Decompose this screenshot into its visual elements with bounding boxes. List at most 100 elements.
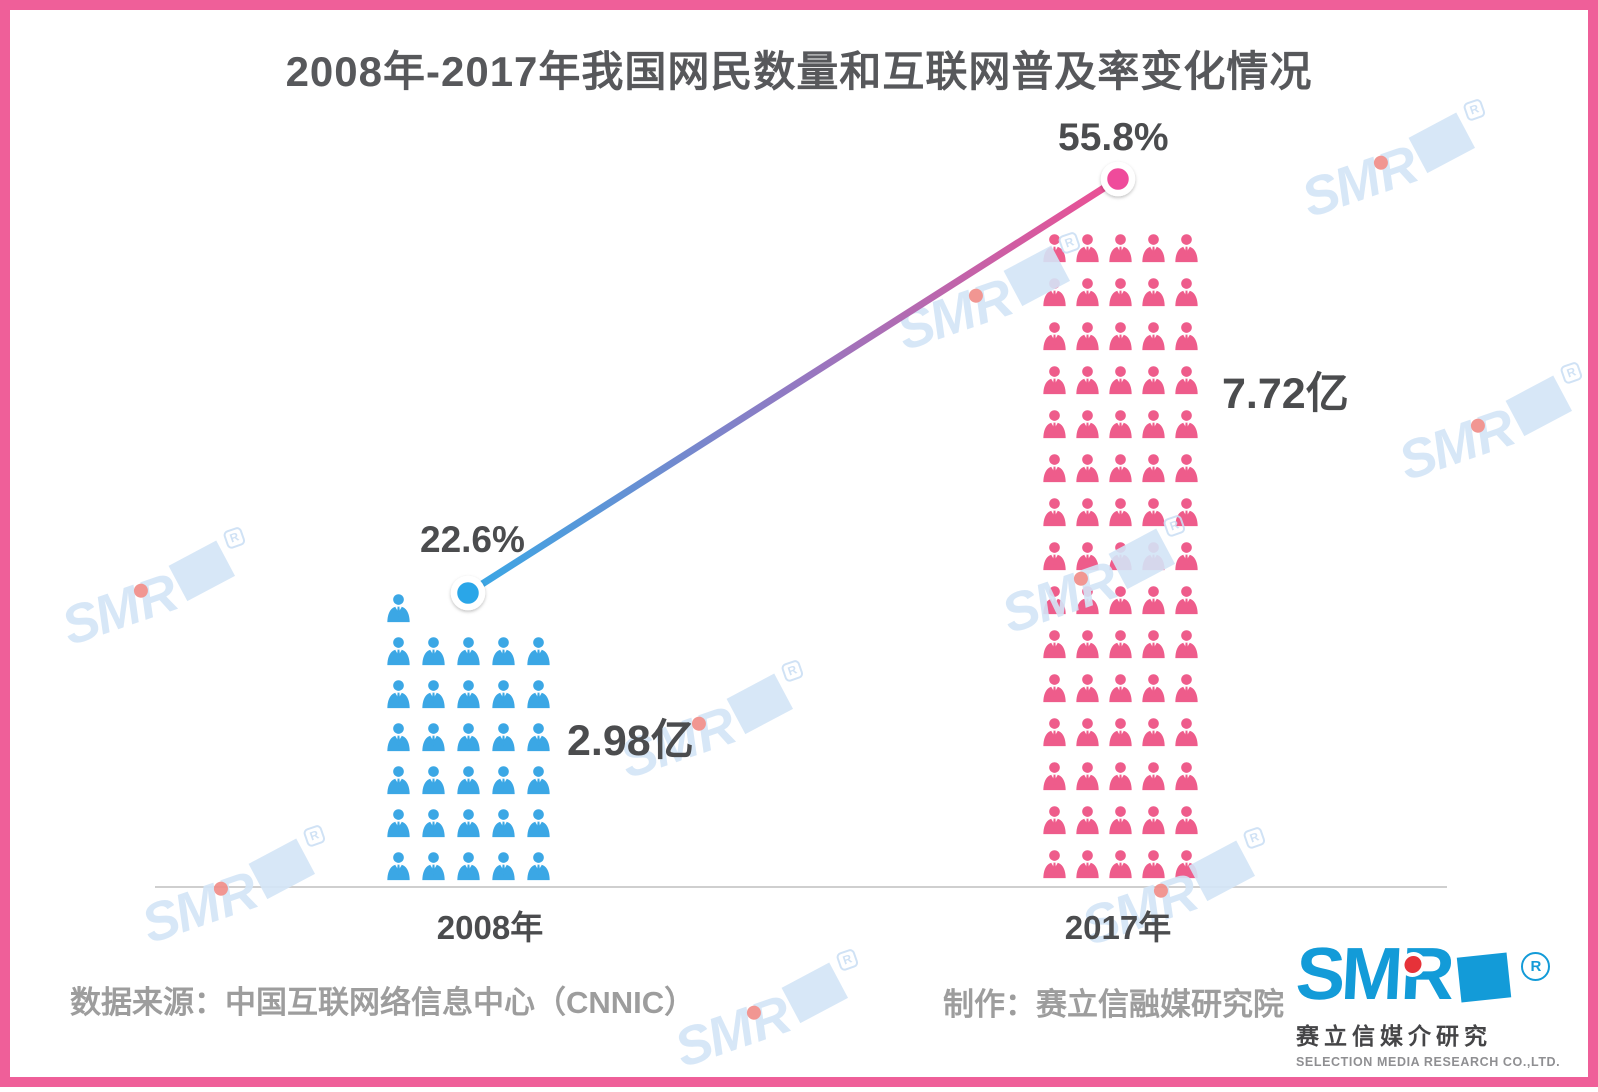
watermark-rectangle <box>1408 112 1476 174</box>
watermark-r-letter: R <box>742 984 797 1054</box>
person-icon <box>1138 584 1169 617</box>
person-icon <box>523 764 554 797</box>
person-icon <box>1105 848 1136 881</box>
person-icon <box>418 764 449 797</box>
person-icon <box>1138 848 1169 881</box>
person-icon <box>1072 320 1103 353</box>
smr-watermark: SM R R <box>132 823 347 969</box>
person-icon <box>383 678 414 711</box>
person-icon <box>453 807 484 840</box>
person-icon <box>1171 408 1202 441</box>
person-icon <box>1039 408 1070 441</box>
person-icon <box>1072 848 1103 881</box>
x-axis-line <box>155 886 1447 888</box>
person-icon <box>1171 760 1202 793</box>
smr-watermark: SM R R <box>887 230 1102 376</box>
watermark-red-dot-icon <box>132 581 150 600</box>
person-icon <box>418 721 449 754</box>
person-icon <box>1171 364 1202 397</box>
smr-logo: SM R R 赛立信媒介研究 SELECTION MEDIA RESEARCH … <box>1294 932 1560 1069</box>
person-icon <box>1138 232 1169 265</box>
watermark-red-dot-icon <box>1372 153 1390 172</box>
watermark-r-letter: R <box>964 267 1019 337</box>
person-icon <box>453 850 484 883</box>
chart-title: 2008年-2017年我国网民数量和互联网普及率变化情况 <box>285 48 1313 95</box>
smr-watermark: SM R R <box>1389 360 1598 506</box>
person-icon <box>418 850 449 883</box>
person-icon <box>1105 540 1136 573</box>
person-icon <box>1171 672 1202 705</box>
person-icon <box>523 635 554 668</box>
watermark-registered-mark-icon: R <box>302 823 327 848</box>
person-icon <box>383 592 414 625</box>
watermark-registered-mark-icon: R <box>835 947 860 972</box>
penetration-rate-2017-label: 55.8% <box>1058 116 1169 159</box>
data-point-2017 <box>1100 161 1136 197</box>
person-icon <box>1039 848 1070 881</box>
watermark-r-letter: R <box>129 562 184 632</box>
watermark-sm-letters: SM <box>54 575 147 658</box>
person-icon <box>488 721 519 754</box>
person-icon <box>1105 672 1136 705</box>
person-icon <box>1171 540 1202 573</box>
person-icon <box>1072 496 1103 529</box>
watermark-sm-letters: SM <box>1294 147 1387 230</box>
netizens-2008-label: 2.98亿 <box>567 717 694 765</box>
person-icon <box>1171 716 1202 749</box>
watermark-red-dot-icon <box>1469 416 1487 435</box>
person-icon <box>1171 320 1202 353</box>
person-icon <box>1138 672 1169 705</box>
person-icon <box>1171 452 1202 485</box>
person-icon <box>418 807 449 840</box>
person-icon <box>1105 408 1136 441</box>
logo-r-letter: R <box>1398 932 1453 1015</box>
person-icon <box>1105 452 1136 485</box>
watermark-sm-letters: SM <box>134 873 227 956</box>
person-icon <box>1039 364 1070 397</box>
watermark-registered-mark-icon: R <box>1242 825 1267 850</box>
person-icon <box>1105 364 1136 397</box>
person-icon <box>1105 804 1136 837</box>
person-icon <box>1138 496 1169 529</box>
penetration-rate-2008-label: 22.6% <box>420 519 525 560</box>
person-icon <box>1072 716 1103 749</box>
person-icon <box>383 721 414 754</box>
netizens-2017-label: 7.72亿 <box>1222 370 1349 418</box>
person-icon <box>1105 716 1136 749</box>
person-icon <box>1072 672 1103 705</box>
watermark-sm-letters: SM <box>1391 410 1484 493</box>
watermark-rectangle <box>781 962 849 1024</box>
person-icon <box>383 850 414 883</box>
person-icon <box>1105 584 1136 617</box>
trend-line-segment <box>464 175 1122 597</box>
watermark-registered-mark-icon: R <box>222 525 247 550</box>
data-point-2008 <box>450 575 486 611</box>
person-icon <box>523 807 554 840</box>
person-icon <box>1171 232 1202 265</box>
person-icon <box>1105 232 1136 265</box>
person-icon <box>1138 804 1169 837</box>
watermark-red-dot-icon <box>212 879 230 898</box>
watermark-red-dot-icon <box>1152 881 1170 900</box>
person-icon <box>1039 232 1070 265</box>
person-icon <box>453 678 484 711</box>
person-icon <box>1105 496 1136 529</box>
person-icon <box>1171 584 1202 617</box>
person-icon <box>1105 628 1136 661</box>
person-icon <box>1039 804 1070 837</box>
person-icon <box>1039 496 1070 529</box>
smr-watermark: SM R R <box>1292 97 1507 243</box>
watermark-red-dot-icon <box>745 1003 763 1022</box>
person-icon <box>1138 452 1169 485</box>
person-icon <box>383 807 414 840</box>
watermark-rectangle <box>168 540 236 602</box>
person-icon <box>1039 672 1070 705</box>
logo-chinese-name: 赛立信媒介研究 <box>1296 1023 1492 1049</box>
person-icon <box>1039 760 1070 793</box>
logo-blue-rectangle <box>1457 952 1512 1003</box>
person-icon <box>488 635 519 668</box>
person-icon <box>1039 540 1070 573</box>
smr-watermark: SM R R <box>52 525 267 671</box>
watermark-rectangle <box>726 673 794 735</box>
